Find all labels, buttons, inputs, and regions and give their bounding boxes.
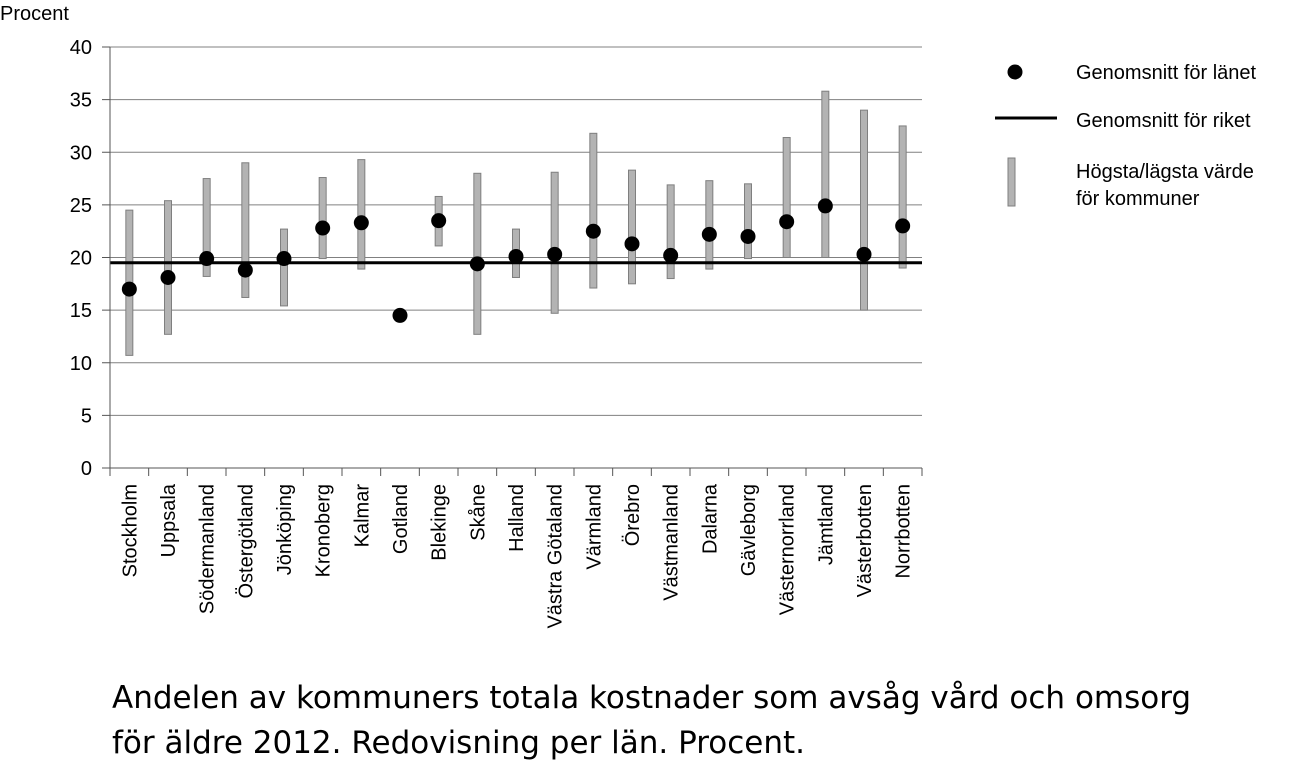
x-tick-label: Jämtland	[815, 484, 837, 565]
legend-mean-country-label: Genomsnitt för riket	[1076, 110, 1251, 132]
mean-dot	[508, 248, 524, 264]
x-tick-label: Västerbotten	[854, 484, 876, 597]
x-tick-label: Södermanland	[197, 484, 219, 614]
range-bar	[821, 90, 830, 258]
y-tick-label: 0	[81, 458, 92, 480]
x-tick-label: Norrbotten	[893, 484, 915, 579]
range-bar	[628, 169, 636, 285]
axes	[102, 46, 923, 476]
mean-dot	[431, 213, 447, 229]
x-tick-label: Värmland	[583, 484, 605, 570]
range-bar	[202, 178, 211, 277]
y-tick-label: 10	[70, 353, 92, 375]
x-tick-label: Gotland	[390, 484, 412, 554]
x-tick-label: Blekinge	[429, 484, 451, 561]
y-tick-label: 40	[70, 37, 92, 59]
mean-dot	[315, 220, 331, 236]
mean-dot	[701, 226, 717, 242]
range-bar	[860, 109, 868, 311]
mean-dot	[276, 251, 292, 267]
range-bar	[782, 137, 791, 258]
range-bar	[241, 162, 250, 298]
x-tick-label: Jönköping	[274, 484, 296, 575]
mean-dot	[585, 223, 601, 239]
legend-mean-county-label: Genomsnitt för länet	[1076, 62, 1257, 84]
x-tick-label: Kronoberg	[313, 484, 335, 577]
legend: Genomsnitt för länet Genomsnitt för rike…	[995, 62, 1257, 210]
range-bar	[473, 172, 482, 335]
range-bar	[666, 184, 675, 280]
range-bar	[164, 200, 172, 335]
legend-dot-marker	[1007, 64, 1023, 80]
mean-dot	[895, 218, 911, 234]
mean-dot	[121, 281, 137, 297]
range-bar	[898, 125, 907, 269]
mean-dot	[740, 228, 756, 244]
mean-dot	[237, 262, 253, 278]
y-tick-labels: 0 5 10 15 20 25 30 35 40	[70, 37, 92, 480]
mean-dot	[469, 256, 485, 272]
mean-dot	[624, 236, 640, 252]
mean-dot	[160, 269, 176, 285]
y-tick-label: 35	[70, 90, 92, 112]
range-bar	[550, 171, 559, 314]
range-bar	[589, 132, 598, 289]
legend-range-label-line1: Högsta/lägsta värde	[1076, 161, 1254, 183]
x-tick-label: Östergötland	[235, 484, 257, 599]
chart: Procent 0 5 10 15 20 25 30 35 40 Stockholm Uppsal…	[0, 3, 1257, 629]
x-tick-label: Uppsala	[158, 483, 180, 557]
caption-line-2: för äldre 2012. Redovisning per län. Pro…	[112, 725, 806, 761]
range-bar	[318, 177, 327, 260]
range-bars	[125, 90, 907, 356]
x-tick-label: Stockholm	[119, 484, 141, 577]
mean-dot	[353, 215, 369, 231]
mean-dot	[779, 214, 795, 230]
legend-range-marker	[1007, 157, 1016, 207]
legend-range-label-line2: för kommuner	[1076, 188, 1200, 210]
mean-dot	[856, 246, 872, 262]
x-tick-label: Dalarna	[699, 483, 721, 554]
x-tick-label: Gävleborg	[738, 484, 760, 576]
y-tick-label: 20	[70, 248, 92, 270]
mean-dot	[392, 307, 408, 323]
range-bar	[705, 180, 714, 270]
x-tick-label: Västernorrland	[777, 484, 799, 615]
mean-dot	[663, 247, 679, 263]
mean-dots	[121, 198, 911, 323]
y-tick-label: 5	[81, 405, 92, 427]
range-bar	[357, 159, 366, 270]
x-tick-label: Kalmar	[351, 484, 373, 548]
y-tick-label: 25	[70, 195, 92, 217]
y-tick-label: 30	[70, 142, 92, 164]
x-tick-labels: Stockholm Uppsala Södermanland Östergötland…	[119, 483, 914, 628]
chart-caption: Andelen av kommuners totala kostnader so…	[112, 676, 1297, 766]
range-bar	[280, 228, 288, 307]
range-bar	[744, 183, 752, 260]
mean-dot	[547, 246, 563, 262]
x-tick-label: Skåne	[467, 484, 489, 541]
caption-line-1: Andelen av kommuners totala kostnader so…	[112, 680, 1192, 716]
y-tick-label: 15	[70, 300, 92, 322]
mean-dot	[817, 198, 833, 214]
x-tick-label: Halland	[506, 484, 528, 552]
mean-dot	[199, 251, 215, 267]
x-tick-label: Västmanland	[661, 484, 683, 601]
x-tick-label: Örebro	[622, 484, 644, 546]
x-tick-label: Västra Götaland	[545, 484, 567, 629]
y-axis-label: Procent	[0, 3, 69, 25]
